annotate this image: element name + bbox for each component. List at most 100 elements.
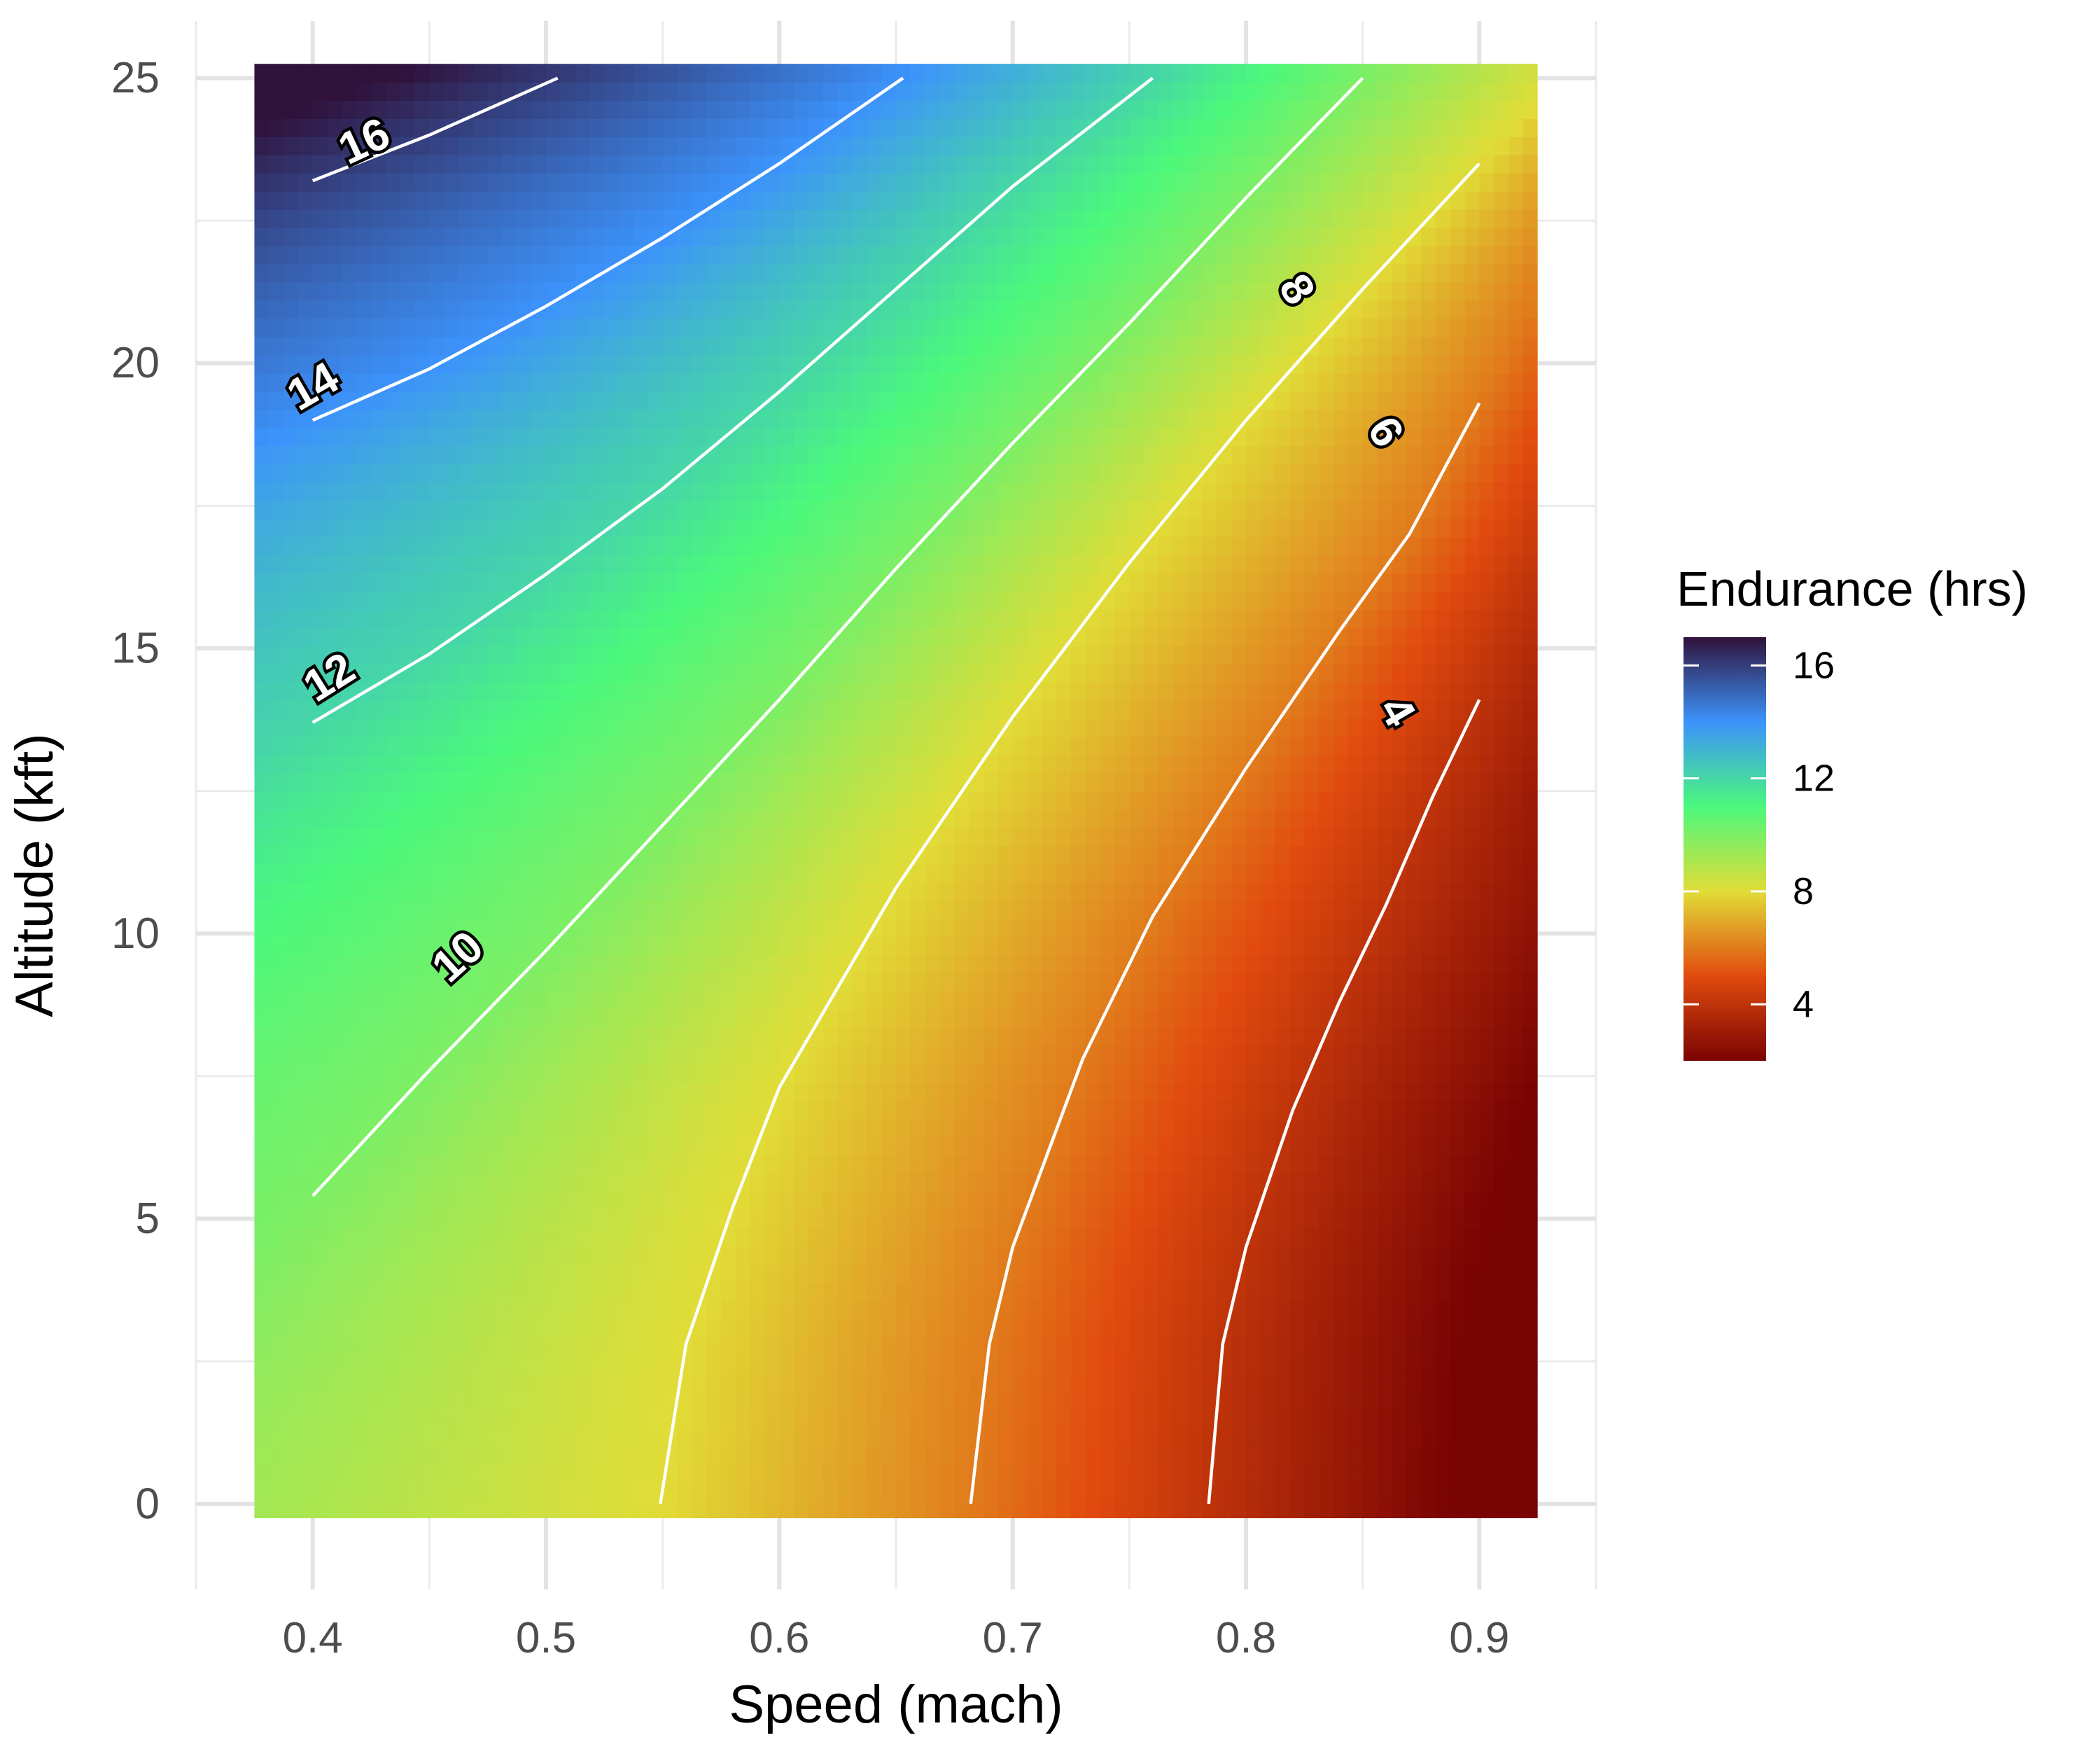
heatmap-cell	[1421, 1264, 1436, 1283]
heatmap-cell	[1188, 1463, 1203, 1482]
heatmap-cell	[1421, 1064, 1436, 1083]
heatmap-cell	[1465, 1136, 1480, 1155]
heatmap-cell	[1158, 1318, 1174, 1337]
heatmap-cell	[1013, 536, 1028, 555]
heatmap-cell	[604, 1064, 620, 1083]
heatmap-cell	[1056, 1500, 1072, 1519]
heatmap-cell	[706, 973, 722, 991]
heatmap-cell	[1479, 1136, 1494, 1155]
heatmap-cell	[1421, 1318, 1436, 1337]
heatmap-cell	[561, 1173, 576, 1192]
heatmap-cell	[736, 1064, 751, 1083]
heatmap-cell	[488, 846, 503, 865]
heatmap-cell	[1261, 1082, 1276, 1101]
heatmap-cell	[298, 846, 314, 865]
heatmap-cell	[1042, 591, 1057, 610]
heatmap-cell	[356, 1064, 372, 1083]
heatmap-cell	[867, 1409, 882, 1428]
heatmap-cell	[678, 1300, 693, 1319]
heatmap-cell	[371, 1136, 386, 1155]
heatmap-cell	[1028, 1337, 1043, 1356]
heatmap-cell	[779, 846, 794, 865]
heatmap-cell	[881, 1500, 897, 1519]
heatmap-cell	[444, 1500, 459, 1519]
heatmap-cell	[1378, 1463, 1393, 1482]
heatmap-cell	[1071, 991, 1086, 1010]
heatmap-cell	[1479, 1355, 1494, 1374]
heatmap-cell	[458, 1118, 474, 1137]
heatmap-cell	[1508, 1100, 1524, 1119]
heatmap-cell	[1261, 682, 1276, 701]
heatmap-cell	[1246, 1300, 1261, 1319]
heatmap-cell	[1392, 1318, 1407, 1337]
heatmap-cell	[1144, 755, 1159, 774]
heatmap-cell	[575, 1391, 591, 1410]
heatmap-cell	[779, 1118, 794, 1137]
heatmap-cell	[313, 846, 328, 865]
heatmap-cell	[881, 1136, 897, 1155]
heatmap-cell	[1188, 1500, 1203, 1519]
heatmap-cell	[1231, 954, 1247, 973]
heatmap-cell	[1115, 1155, 1130, 1174]
heatmap-cell	[692, 791, 707, 810]
heatmap-cell	[1203, 1300, 1218, 1319]
heatmap-cell	[1392, 1482, 1407, 1501]
heatmap-cell	[1406, 1136, 1422, 1155]
heatmap-cell	[313, 1337, 328, 1356]
heatmap-cell	[896, 500, 911, 519]
heatmap-cell	[604, 718, 620, 737]
heatmap-cell	[765, 1045, 780, 1064]
heatmap-cell	[1056, 846, 1072, 865]
heatmap-cell	[1231, 1136, 1247, 1155]
heatmap-cell	[1013, 1264, 1028, 1283]
heatmap-cell	[808, 1045, 824, 1064]
heatmap-cell	[444, 1246, 459, 1265]
heatmap-cell	[1290, 1264, 1306, 1283]
heatmap-cell	[678, 627, 693, 646]
heatmap-cell	[503, 1027, 518, 1046]
heatmap-cell	[269, 973, 284, 991]
heatmap-cell	[1436, 1391, 1451, 1410]
heatmap-cell	[298, 863, 314, 882]
heatmap-cell	[721, 700, 736, 719]
heatmap-cell	[1348, 1427, 1364, 1446]
heatmap-cell	[1231, 664, 1247, 683]
heatmap-cell	[313, 573, 328, 592]
heatmap-cell	[1450, 1482, 1466, 1501]
heatmap-cell	[692, 591, 707, 610]
heatmap-cell	[779, 1282, 794, 1301]
heatmap-cell	[517, 1463, 532, 1482]
heatmap-cell	[663, 536, 678, 555]
heatmap-cell	[1363, 682, 1378, 701]
heatmap-cell	[1436, 1282, 1451, 1301]
heatmap-cell	[386, 682, 401, 701]
heatmap-cell	[721, 846, 736, 865]
heatmap-cell	[342, 918, 357, 937]
heatmap-cell	[678, 1445, 693, 1464]
heatmap-cell	[1465, 954, 1480, 973]
heatmap-cell	[458, 1282, 474, 1301]
heatmap-cell	[415, 1155, 430, 1174]
heatmap-cell	[1275, 1045, 1291, 1064]
heatmap-cell	[1465, 591, 1480, 610]
heatmap-cell	[400, 809, 416, 828]
heatmap-cell	[619, 627, 634, 646]
heatmap-cell	[779, 518, 794, 537]
heatmap-cell	[1436, 973, 1451, 991]
heatmap-cell	[648, 737, 664, 756]
heatmap-cell	[1042, 1282, 1057, 1301]
heatmap-cell	[634, 573, 649, 592]
heatmap-cell	[1465, 1118, 1480, 1137]
heatmap-cell	[853, 1191, 868, 1210]
heatmap-cell	[1523, 1463, 1539, 1482]
heatmap-cell	[853, 828, 868, 847]
heatmap-cell	[313, 1409, 328, 1428]
heatmap-cell	[429, 1264, 444, 1283]
heatmap-cell	[517, 1009, 532, 1028]
heatmap-cell	[1334, 1191, 1349, 1210]
heatmap-cell	[488, 518, 503, 537]
heatmap-cell	[808, 1264, 824, 1283]
heatmap-cell	[634, 1191, 649, 1210]
heatmap-cell	[473, 646, 489, 664]
heatmap-cell	[1246, 1118, 1261, 1137]
